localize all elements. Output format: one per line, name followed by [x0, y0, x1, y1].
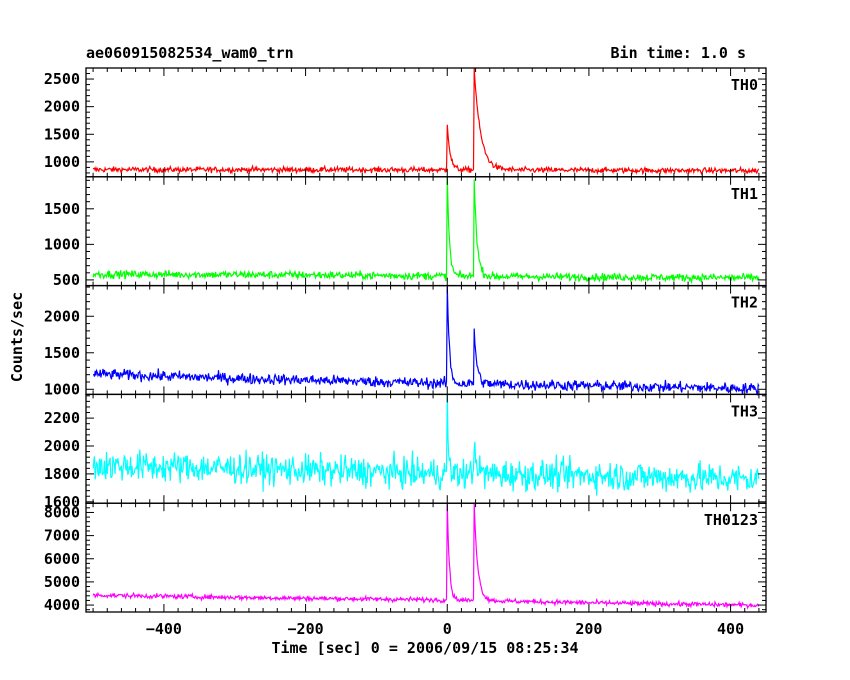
y-tick-label-th0: 1500 [44, 125, 80, 143]
y-tick-label-th3: 2200 [44, 409, 80, 427]
x-tick-label: 0 [443, 620, 452, 638]
y-tick-label-th0123: 5000 [44, 573, 80, 591]
series-th2 [93, 286, 760, 396]
series-th1 [92, 176, 760, 285]
panel-frame-th1 [85, 176, 767, 287]
panel-label-th3: TH3 [731, 402, 758, 420]
y-tick-label-th0123: 6000 [44, 550, 80, 568]
y-tick-label-th3: 1800 [44, 465, 80, 483]
panel-frame-th0123 [85, 502, 767, 613]
panel-frame-th2 [85, 284, 767, 396]
y-tick-label-th0: 1000 [44, 153, 80, 171]
series-th3 [92, 394, 760, 496]
panel-frame-th3 [85, 393, 767, 504]
y-tick-label-th3: 1600 [44, 493, 80, 511]
y-tick-label-th0: 2500 [44, 70, 80, 88]
y-tick-label-th2: 1500 [44, 344, 80, 362]
y-tick-label-th2: 1000 [44, 380, 80, 398]
series-th0 [92, 68, 760, 176]
panel-label-th0: TH0 [731, 76, 758, 94]
y-tick-label-th0123: 7000 [44, 527, 80, 545]
y-tick-label-th1: 500 [53, 271, 80, 289]
x-tick-label: 400 [717, 620, 744, 638]
bin-time-label: Bin time: 1.0 s [610, 44, 746, 62]
x-tick-label: 200 [575, 620, 602, 638]
series-th0123 [92, 503, 760, 610]
y-tick-label-th2: 2000 [44, 307, 80, 325]
y-tick-label-th1: 1500 [44, 200, 80, 218]
plot-title: ae060915082534_wam0_trn [86, 44, 294, 62]
y-tick-label-th3: 2000 [44, 437, 80, 455]
panel-label-th0123: TH0123 [704, 511, 758, 529]
x-axis-label: Time [sec] 0 = 2006/09/15 08:25:34 [271, 639, 579, 657]
y-tick-label-th0123: 4000 [44, 596, 80, 614]
panel-label-th2: TH2 [731, 294, 758, 312]
panel-label-th1: TH1 [731, 185, 758, 203]
x-tick-label: −200 [288, 620, 324, 638]
y-axis-label: Counts/sec [8, 291, 26, 383]
y-tick-label-th0123: 8000 [44, 503, 80, 521]
y-tick-label-th0: 2000 [44, 98, 80, 116]
x-tick-label: −400 [146, 620, 182, 638]
panel-frame-th0 [85, 67, 767, 178]
y-tick-label-th1: 1000 [44, 235, 80, 253]
